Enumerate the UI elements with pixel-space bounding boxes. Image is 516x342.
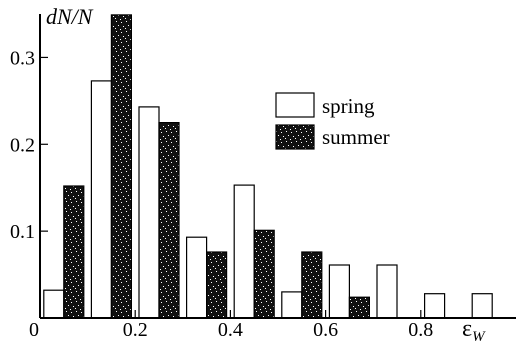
x-tick-label: 0.8	[408, 319, 433, 341]
x-axis-title: εW	[462, 316, 486, 342]
x-ticks: 0 0.2 0.4 0.6 0.8	[29, 310, 433, 341]
bar-spring-4	[233, 184, 255, 319]
bar-spring-2	[138, 106, 160, 319]
legend-swatch-spring	[275, 92, 315, 118]
bar-spring-7	[376, 264, 398, 319]
legend-label-spring: spring	[322, 94, 375, 118]
bar-summer-0	[63, 185, 85, 319]
axes	[39, 14, 516, 319]
x-tick-label: 0.4	[218, 319, 243, 341]
y-tick-label: 0.1	[10, 221, 35, 243]
bar-spring-0	[43, 289, 65, 319]
x-tick-label: 0.6	[313, 319, 338, 341]
x-axis-title-main: ε	[462, 316, 472, 342]
bar-spring-9	[471, 293, 493, 319]
bar-spring-3	[186, 236, 208, 319]
x-axis-title-subscript: W	[472, 329, 486, 342]
bar-spring-6	[328, 264, 350, 319]
bar-summer-6	[348, 296, 370, 319]
y-ticks: 0.1 0.2 0.3	[10, 47, 48, 243]
y-tick-label: 0.2	[10, 134, 35, 156]
bar-spring-5	[281, 291, 303, 319]
bar-summer-4	[253, 229, 275, 319]
x-tick-label: 0.2	[123, 319, 148, 341]
bar-spring-8	[424, 293, 446, 319]
bar-summer-1	[110, 14, 133, 319]
legend: spring summer	[275, 92, 390, 150]
y-axis-title: dN/N	[46, 4, 94, 29]
bar-summer-3	[206, 251, 228, 319]
bar-summer-5	[301, 251, 323, 319]
x-tick-label: 0	[29, 319, 39, 341]
legend-swatch-summer	[275, 124, 315, 150]
y-tick-label: 0.3	[10, 47, 35, 69]
bar-summer-2	[158, 121, 180, 319]
bars-group	[43, 14, 493, 319]
legend-label-summer: summer	[322, 125, 390, 149]
bar-spring-1	[90, 80, 113, 319]
